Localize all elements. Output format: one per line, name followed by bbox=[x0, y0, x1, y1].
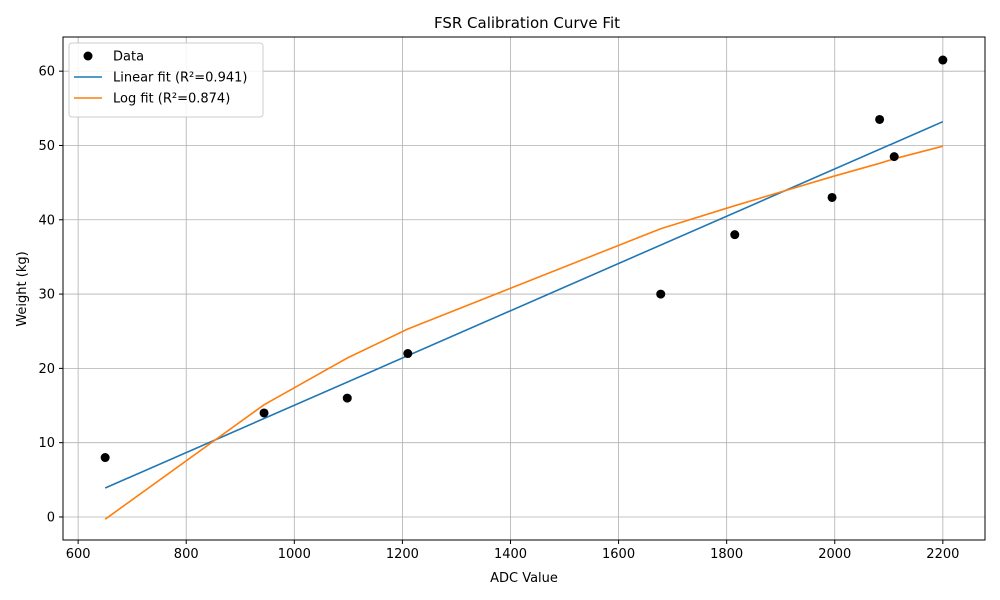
y-tick-label: 0 bbox=[47, 510, 55, 525]
axis-ticks: 600 800 1000 1200 1400 1600 1800 2000 2200 0 10 20 3… bbox=[38, 65, 959, 562]
data-point bbox=[827, 192, 837, 202]
x-tick-label: 1600 bbox=[602, 547, 635, 562]
y-tick-label: 10 bbox=[38, 436, 55, 451]
legend: Data Linear fit (R²=0.941) Log fit (R²=0.8… bbox=[68, 42, 264, 118]
data-point bbox=[100, 453, 110, 463]
y-tick-label: 30 bbox=[38, 288, 55, 303]
data-point bbox=[403, 349, 413, 359]
x-tick-label: 2200 bbox=[926, 547, 959, 562]
data-point bbox=[656, 289, 666, 299]
x-axis-label: ADC Value bbox=[490, 571, 558, 586]
data-point bbox=[938, 55, 948, 65]
legend-label: Linear fit (R²=0.941) bbox=[113, 71, 247, 86]
x-tick-label: 800 bbox=[174, 547, 199, 562]
data-point bbox=[730, 230, 740, 240]
series-layer bbox=[100, 55, 948, 520]
legend-box bbox=[68, 42, 264, 118]
data-point bbox=[889, 152, 899, 162]
series-line-1 bbox=[104, 120, 944, 489]
legend-label: Data bbox=[113, 50, 144, 65]
y-tick-label: 50 bbox=[38, 139, 55, 154]
y-tick-label: 40 bbox=[38, 213, 55, 228]
y-tick-label: 20 bbox=[38, 362, 55, 377]
x-tick-label: 1400 bbox=[494, 547, 527, 562]
data-point bbox=[259, 408, 269, 418]
y-axis-label: Weight (kg) bbox=[15, 251, 30, 326]
x-tick-label: 1200 bbox=[386, 547, 419, 562]
data-point bbox=[875, 114, 885, 124]
legend-label: Log fit (R²=0.874) bbox=[113, 92, 230, 107]
grid bbox=[63, 37, 985, 540]
y-tick-label: 60 bbox=[38, 65, 55, 80]
data-point bbox=[342, 393, 352, 403]
plot-area bbox=[62, 36, 986, 541]
x-tick-label: 1800 bbox=[710, 547, 743, 562]
legend-marker bbox=[83, 51, 93, 61]
x-tick-label: 2000 bbox=[818, 547, 851, 562]
series-line-2 bbox=[104, 145, 944, 520]
x-tick-label: 600 bbox=[66, 547, 91, 562]
chart-title: FSR Calibration Curve Fit bbox=[434, 14, 620, 32]
x-tick-label: 1000 bbox=[278, 547, 311, 562]
